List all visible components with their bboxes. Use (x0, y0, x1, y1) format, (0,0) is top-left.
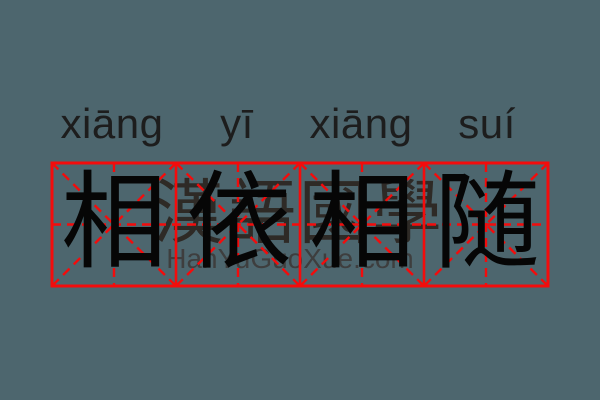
watermark-url-text: HanYuGuoXue.com (166, 243, 414, 274)
pinyin-syllable-4: suí (458, 100, 516, 147)
hanzi-char-4: 随 (434, 160, 540, 284)
grid-cell-borders (50, 161, 550, 288)
hanzi-char-2: 依 (186, 160, 292, 284)
pinyin-syllable-2: yī (220, 100, 254, 147)
hanzi-char-1: 相 (61, 160, 167, 284)
practice-grid (50, 161, 550, 288)
hanzi-char-3: 相 (309, 160, 415, 284)
watermark-brand-text: 漢語國學 (153, 172, 445, 254)
pinyin-syllable-3: xiāng (309, 100, 413, 147)
pinyin-syllable-1: xiāng (60, 100, 164, 147)
